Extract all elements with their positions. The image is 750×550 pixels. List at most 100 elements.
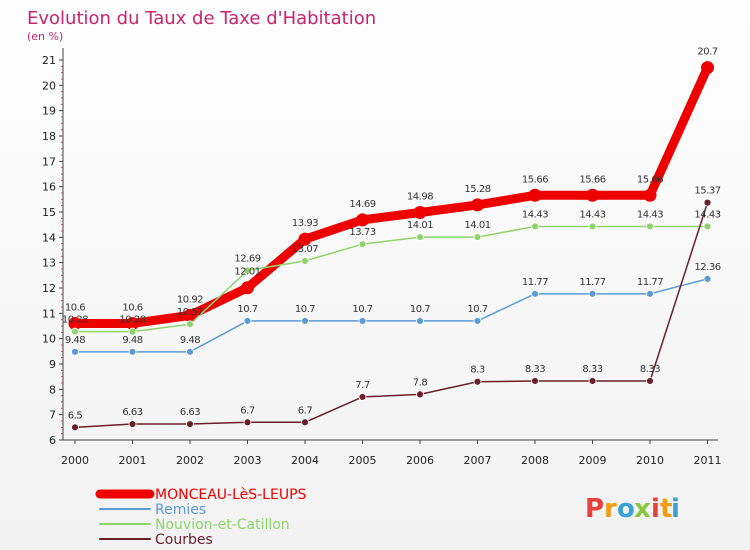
data-label: 8.3 bbox=[470, 365, 485, 376]
data-label: 14.43 bbox=[522, 209, 548, 220]
data-point bbox=[71, 423, 79, 432]
data-label: 10.7 bbox=[467, 304, 487, 315]
data-point bbox=[241, 281, 254, 295]
data-label: 13.73 bbox=[349, 227, 375, 238]
y-tick-label: 16 bbox=[42, 181, 56, 194]
data-point bbox=[473, 377, 482, 386]
x-tick-label: 2001 bbox=[119, 454, 147, 467]
data-point bbox=[301, 256, 309, 265]
data-label: 20.7 bbox=[697, 47, 717, 58]
legend: MONCEAU-LèS-LEUPSRemiesNouvion-et-Catill… bbox=[95, 487, 307, 548]
data-label: 14.43 bbox=[694, 209, 720, 220]
y-tick-label: 6 bbox=[49, 434, 56, 447]
x-tick-label: 2009 bbox=[579, 454, 607, 467]
data-label: 10.7 bbox=[352, 304, 372, 315]
y-tick-label: 20 bbox=[42, 79, 56, 92]
data-label: 14.43 bbox=[637, 209, 663, 220]
data-label: 15.66 bbox=[522, 174, 548, 185]
data-label: 14.01 bbox=[464, 220, 490, 231]
legend-label: Nouvion-et-Catillon bbox=[155, 517, 290, 533]
x-tick-label: 2008 bbox=[521, 454, 549, 467]
data-point bbox=[183, 308, 197, 322]
data-point bbox=[128, 347, 137, 356]
x-tick-label: 2003 bbox=[234, 454, 262, 467]
logo-letter: P bbox=[585, 494, 604, 524]
x-tick-label: 2006 bbox=[406, 454, 434, 467]
data-label: 14.69 bbox=[349, 199, 375, 210]
data-point bbox=[588, 222, 597, 231]
data-point bbox=[531, 289, 539, 298]
data-point bbox=[356, 213, 369, 227]
x-tick-label: 2010 bbox=[636, 454, 664, 467]
logo-letter: i bbox=[651, 494, 660, 524]
data-label: 14.01 bbox=[407, 220, 433, 231]
chart-title: Evolution du Taux de Taxe d'Habitation bbox=[27, 8, 376, 29]
data-point bbox=[128, 327, 137, 336]
data-label: 8.33 bbox=[525, 364, 545, 375]
data-point bbox=[528, 188, 542, 202]
data-point bbox=[186, 420, 194, 428]
data-label: 14.43 bbox=[579, 209, 605, 220]
y-tick-label: 10 bbox=[42, 333, 56, 346]
data-label: 6.63 bbox=[122, 407, 142, 418]
legend-label: Courbes bbox=[155, 532, 213, 548]
data-point bbox=[643, 188, 657, 202]
data-label: 6.5 bbox=[68, 410, 83, 421]
x-tick-label: 2011 bbox=[694, 454, 722, 467]
data-point bbox=[701, 61, 714, 75]
data-label: 6.7 bbox=[240, 405, 255, 416]
data-label: 7.7 bbox=[355, 380, 370, 391]
logo-letter: r bbox=[604, 494, 617, 524]
data-label: 15.66 bbox=[637, 174, 663, 185]
data-point bbox=[301, 317, 309, 325]
data-label: 12.01 bbox=[234, 267, 260, 278]
y-tick-label: 19 bbox=[42, 105, 56, 118]
data-point bbox=[531, 377, 539, 385]
data-label: 12.36 bbox=[694, 262, 720, 273]
data-label: 10.7 bbox=[410, 304, 430, 315]
data-point bbox=[471, 198, 484, 212]
data-point bbox=[358, 240, 367, 249]
data-point bbox=[703, 222, 712, 231]
data-point bbox=[588, 289, 597, 298]
series-line bbox=[74, 201, 709, 429]
y-tick-label: 15 bbox=[42, 206, 56, 219]
y-tick-label: 9 bbox=[49, 358, 56, 371]
x-tick-label: 2004 bbox=[291, 454, 319, 467]
data-point bbox=[301, 418, 309, 427]
data-label: 10.92 bbox=[177, 294, 203, 305]
legend-label: MONCEAU-LèS-LEUPS bbox=[155, 487, 307, 503]
data-point bbox=[588, 377, 597, 385]
data-point bbox=[416, 317, 424, 325]
data-label: 11.77 bbox=[637, 277, 663, 288]
data-label: 13.93 bbox=[292, 218, 318, 229]
data-point bbox=[358, 393, 367, 401]
data-label: 15.66 bbox=[579, 174, 605, 185]
y-tick-label: 11 bbox=[42, 307, 56, 320]
data-point bbox=[358, 317, 367, 325]
series-layer: 10.6 10.6 10.92 12.01 13.93 14.69 14.98 15.28 15… bbox=[62, 47, 721, 432]
data-label: 14.98 bbox=[407, 192, 433, 203]
y-tick-label: 13 bbox=[42, 257, 56, 270]
data-label: 10.6 bbox=[122, 302, 142, 313]
data-label: 11.77 bbox=[579, 277, 605, 288]
data-point bbox=[243, 317, 252, 325]
y-tick-label: 8 bbox=[49, 383, 56, 396]
data-point bbox=[703, 274, 712, 283]
data-label: 9.48 bbox=[65, 335, 85, 346]
data-point bbox=[473, 317, 482, 325]
data-point bbox=[298, 232, 312, 246]
chart-subtitle: (en %) bbox=[27, 30, 63, 43]
data-label: 10.28 bbox=[62, 315, 88, 326]
data-point bbox=[186, 320, 194, 329]
data-point bbox=[413, 206, 427, 220]
logo-letter: o bbox=[617, 494, 635, 524]
data-label: 10.57 bbox=[177, 307, 203, 318]
data-point bbox=[703, 198, 712, 207]
logo-letter: t bbox=[660, 494, 672, 524]
x-tick-label: 2002 bbox=[176, 454, 204, 467]
data-point bbox=[531, 222, 539, 231]
data-label: 8.33 bbox=[640, 364, 660, 375]
data-point bbox=[243, 266, 252, 275]
